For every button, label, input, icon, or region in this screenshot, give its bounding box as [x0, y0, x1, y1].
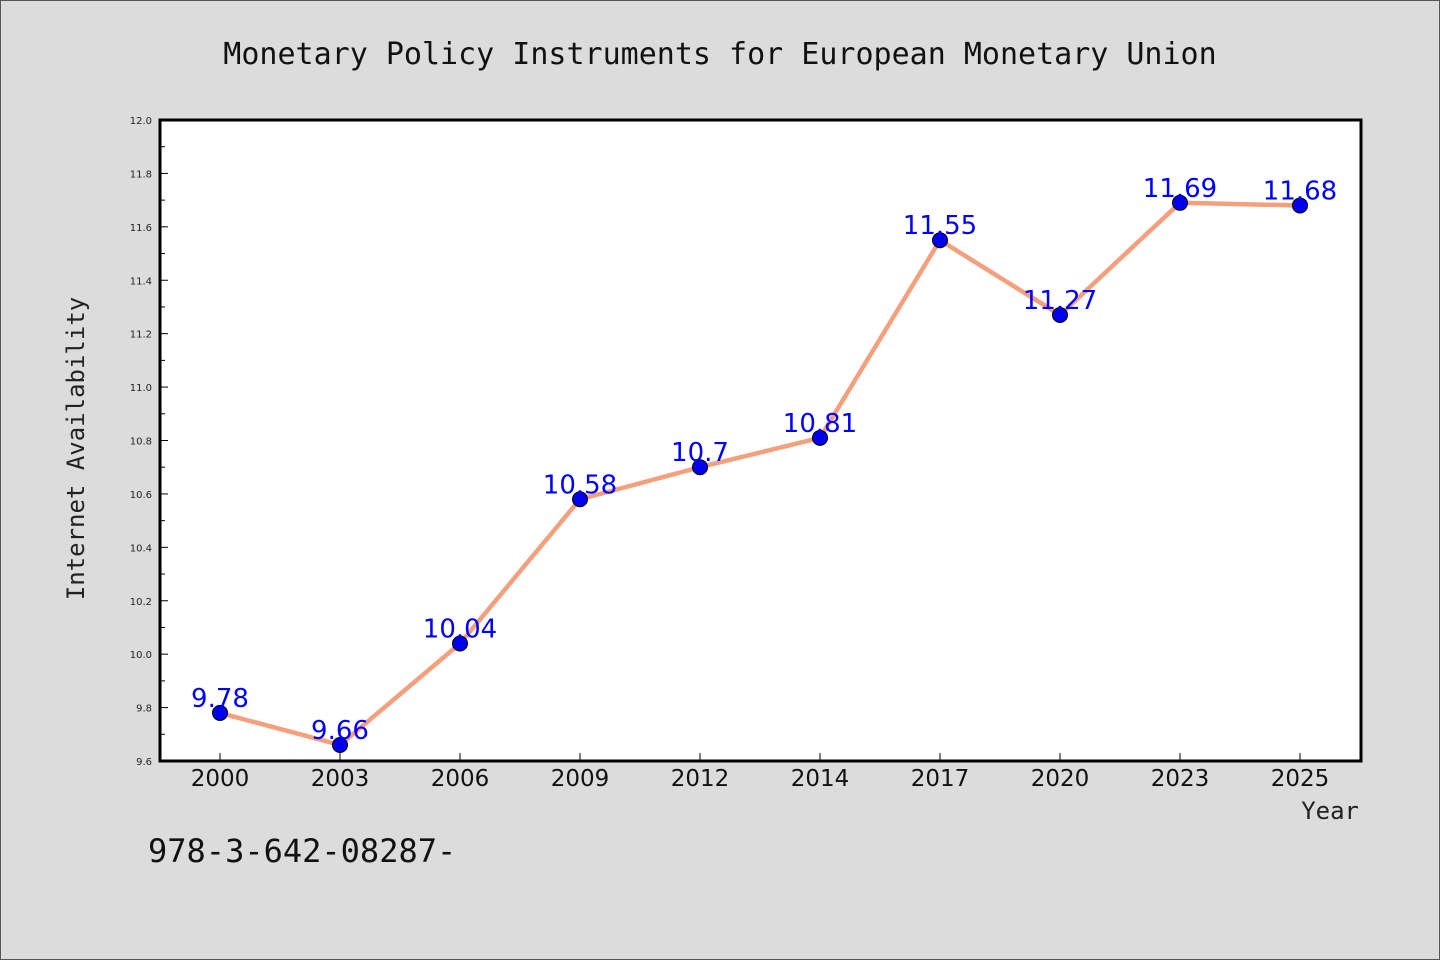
y-tick-label: 10.0 — [130, 650, 152, 661]
y-tick-label: 11.0 — [130, 383, 152, 394]
data-labels: 9.78 9.66 10.04 10.58 10.7 10.81 11.55 11.27 11.… — [191, 174, 1337, 746]
x-tick-label: 2017 — [911, 766, 970, 792]
x-tick-label: 2020 — [1031, 766, 1090, 792]
y-tick-label: 10.8 — [130, 437, 152, 448]
chart-title: Monetary Policy Instruments for European… — [223, 37, 1216, 72]
data-label: 10.04 — [423, 614, 497, 644]
x-tick-label: 2006 — [431, 766, 490, 792]
data-label: 11.55 — [903, 211, 977, 241]
y-axis: 9.6 9.8 10.0 10.2 10.4 10.6 10.8 11.0 11.2 11.4 11… — [130, 116, 168, 768]
y-tick-label: 11.4 — [130, 276, 152, 287]
x-tick-label: 2012 — [671, 766, 730, 792]
plot-area — [158, 118, 1363, 763]
data-point — [1292, 197, 1308, 214]
y-tick-label: 11.2 — [130, 330, 152, 341]
y-tick-label: 11.8 — [130, 169, 152, 180]
data-point — [1172, 194, 1188, 211]
data-label: 9.78 — [191, 684, 249, 714]
y-tick-label: 10.6 — [130, 490, 152, 501]
y-tick-label: 9.8 — [136, 704, 152, 715]
data-label: 10.7 — [671, 438, 729, 468]
y-tick-label: 9.6 — [136, 757, 152, 768]
y-tick-label: 11.6 — [130, 223, 152, 234]
series-line — [219, 200, 1301, 748]
x-tick-label: 2023 — [1151, 766, 1210, 792]
data-point — [692, 459, 708, 476]
x-tick-label: 2003 — [311, 766, 370, 792]
data-point — [932, 232, 948, 249]
x-axis: 2000 2003 2006 2009 2012 2014 2017 2020 2023 2025 — [191, 753, 1330, 792]
data-label: 11.27 — [1023, 286, 1097, 316]
series-group — [212, 194, 1308, 753]
data-point — [212, 704, 228, 721]
data-point — [572, 491, 588, 508]
x-tick-label: 2025 — [1271, 766, 1330, 792]
data-point — [1052, 306, 1068, 323]
data-label: 11.68 — [1263, 176, 1337, 206]
data-label: 10.58 — [543, 470, 617, 500]
data-label: 9.66 — [311, 716, 369, 746]
x-tick-label: 2014 — [791, 766, 850, 792]
y-tick-label: 12.0 — [130, 116, 152, 127]
footer-code: 978-3-642-08287- — [148, 832, 457, 870]
data-label: 10.81 — [783, 409, 857, 439]
data-point — [452, 635, 468, 652]
y-axis-label: Internet Availability — [62, 297, 90, 600]
data-label: 11.69 — [1143, 174, 1217, 204]
data-point — [812, 429, 828, 446]
data-point — [332, 736, 348, 753]
x-axis-label: Year — [1301, 797, 1359, 825]
y-tick-label: 10.2 — [130, 597, 152, 608]
x-tick-label: 2000 — [191, 766, 250, 792]
y-tick-label: 10.4 — [130, 543, 152, 554]
x-tick-label: 2009 — [551, 766, 610, 792]
